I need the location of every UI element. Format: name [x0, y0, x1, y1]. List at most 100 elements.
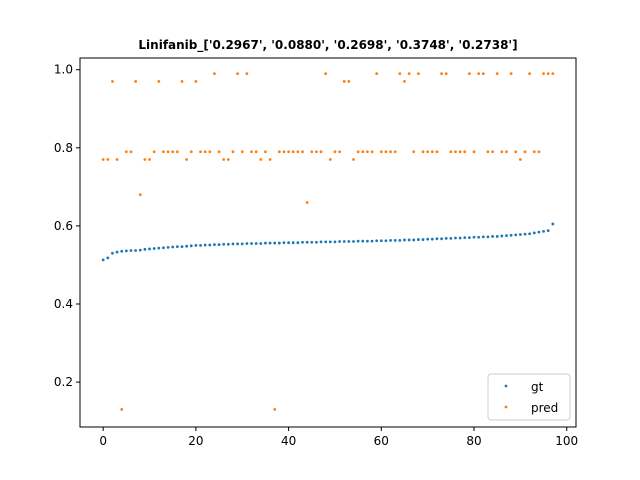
- data-point-pred: [416, 72, 420, 76]
- data-point-pred: [129, 150, 133, 154]
- data-point-pred: [189, 150, 193, 154]
- data-point-pred: [458, 150, 462, 154]
- data-point-pred: [282, 150, 286, 154]
- data-point-pred: [291, 150, 295, 154]
- legend-gt-label: gt: [531, 380, 544, 394]
- data-point-pred: [454, 150, 457, 154]
- data-point-gt: [333, 240, 337, 244]
- data-point-gt: [361, 239, 365, 243]
- data-point-pred: [389, 150, 392, 154]
- data-point-gt: [250, 242, 253, 245]
- data-point-gt: [175, 245, 179, 249]
- legend: gt pred: [487, 373, 571, 421]
- data-point-pred: [185, 158, 189, 161]
- data-point-gt: [375, 239, 379, 243]
- data-point-pred: [111, 80, 114, 83]
- data-point-pred: [528, 72, 532, 76]
- data-point-gt: [268, 241, 272, 245]
- data-point-pred: [250, 150, 253, 154]
- data-point-gt: [449, 237, 453, 240]
- data-point-gt: [277, 241, 281, 245]
- legend-pred-label: pred: [531, 401, 558, 415]
- y-tick-label: 0.6: [54, 219, 73, 233]
- data-point-pred: [240, 150, 244, 154]
- data-point-pred: [305, 201, 309, 204]
- data-point-gt: [138, 248, 142, 252]
- data-point-pred: [226, 158, 230, 161]
- data-point-pred: [542, 72, 545, 76]
- data-point-pred: [203, 150, 207, 154]
- data-point-pred: [518, 158, 522, 161]
- data-point-pred: [277, 150, 281, 154]
- data-point-pred: [509, 72, 513, 76]
- data-point-gt: [366, 239, 369, 243]
- data-point-pred: [180, 80, 184, 83]
- data-point-pred: [537, 150, 541, 154]
- data-point-gt: [282, 241, 286, 245]
- data-point-pred: [421, 150, 425, 154]
- data-point-pred: [463, 150, 467, 154]
- data-point-pred: [467, 72, 471, 76]
- data-point-pred: [477, 72, 481, 76]
- data-point-pred: [324, 72, 328, 76]
- data-point-gt: [500, 234, 504, 238]
- data-point-pred: [328, 158, 332, 161]
- y-tick-label: 1.0: [54, 63, 73, 77]
- y-tick-label: 0.8: [54, 141, 73, 155]
- data-point-gt: [509, 233, 513, 237]
- data-point-pred: [217, 150, 221, 154]
- data-point-pred: [495, 72, 499, 76]
- series-pred-points: [101, 72, 555, 411]
- y-axis-ticks: 0.2 0.4 0.6 0.8 1.0: [54, 63, 80, 389]
- data-point-gt: [477, 235, 481, 239]
- data-point-gt: [189, 244, 193, 248]
- data-point-pred: [273, 408, 277, 411]
- data-point-pred: [361, 150, 365, 154]
- data-point-gt: [296, 241, 300, 245]
- data-point-gt: [352, 240, 355, 243]
- data-point-pred: [157, 80, 161, 83]
- data-point-gt: [393, 238, 397, 242]
- data-point-gt: [384, 239, 388, 243]
- data-point-pred: [148, 158, 151, 161]
- data-point-gt: [435, 237, 439, 241]
- data-point-pred: [398, 72, 402, 76]
- data-point-pred: [366, 150, 369, 154]
- data-point-gt: [129, 249, 133, 252]
- data-point-pred: [356, 150, 360, 154]
- data-point-pred: [166, 150, 170, 154]
- data-point-pred: [194, 80, 198, 83]
- data-point-pred: [551, 72, 555, 76]
- data-point-gt: [180, 245, 184, 249]
- data-point-pred: [514, 150, 518, 154]
- data-point-pred: [134, 80, 138, 83]
- data-point-gt: [379, 239, 383, 243]
- data-point-gt: [495, 235, 499, 238]
- data-point-gt: [101, 258, 105, 262]
- data-point-pred: [152, 150, 156, 154]
- data-point-gt: [115, 250, 119, 254]
- data-point-gt: [398, 238, 402, 242]
- x-axis-ticks: 0 20 40 60 80 100: [99, 427, 578, 448]
- data-point-pred: [319, 150, 323, 154]
- data-point-pred: [315, 150, 318, 154]
- data-point-pred: [500, 150, 504, 154]
- data-point-pred: [213, 72, 216, 76]
- data-point-gt: [356, 239, 360, 243]
- y-tick-label: 0.4: [54, 297, 73, 311]
- data-point-gt: [291, 241, 295, 245]
- data-point-pred: [486, 150, 490, 154]
- data-point-pred: [162, 150, 165, 154]
- data-point-pred: [115, 158, 119, 161]
- data-point-gt: [259, 242, 263, 245]
- data-point-gt: [226, 242, 230, 246]
- data-point-gt: [273, 241, 277, 245]
- data-point-pred: [379, 150, 383, 154]
- data-point-pred: [472, 150, 476, 154]
- chart-title: Linifanib_['0.2967', '0.0880', '0.2698',…: [138, 38, 517, 53]
- data-point-gt: [426, 237, 430, 241]
- data-point-pred: [347, 80, 351, 83]
- data-point-gt: [157, 246, 161, 250]
- data-point-pred: [208, 150, 212, 154]
